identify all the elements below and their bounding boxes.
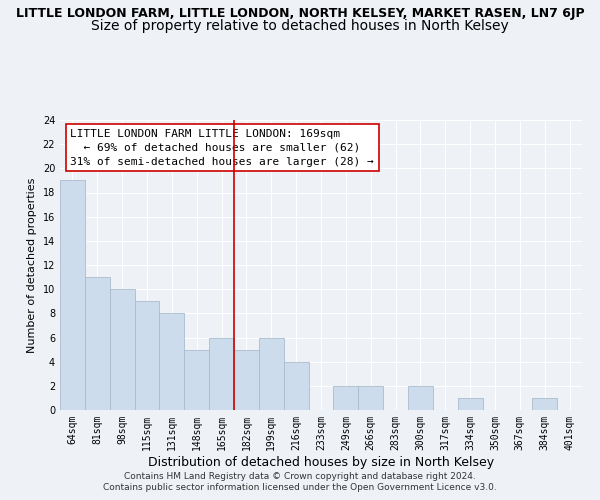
- Text: LITTLE LONDON FARM LITTLE LONDON: 169sqm
  ← 69% of detached houses are smaller : LITTLE LONDON FARM LITTLE LONDON: 169sqm…: [70, 128, 374, 166]
- Bar: [408, 386, 433, 410]
- Text: Size of property relative to detached houses in North Kelsey: Size of property relative to detached ho…: [91, 19, 509, 33]
- Bar: [458, 398, 482, 410]
- Bar: [284, 362, 308, 410]
- Bar: [334, 386, 358, 410]
- Bar: [134, 301, 160, 410]
- Text: Contains HM Land Registry data © Crown copyright and database right 2024.
Contai: Contains HM Land Registry data © Crown c…: [103, 472, 497, 492]
- Bar: [259, 338, 284, 410]
- Bar: [184, 350, 209, 410]
- Bar: [358, 386, 383, 410]
- Text: LITTLE LONDON FARM, LITTLE LONDON, NORTH KELSEY, MARKET RASEN, LN7 6JP: LITTLE LONDON FARM, LITTLE LONDON, NORTH…: [16, 8, 584, 20]
- Bar: [234, 350, 259, 410]
- X-axis label: Distribution of detached houses by size in North Kelsey: Distribution of detached houses by size …: [148, 456, 494, 468]
- Bar: [60, 180, 85, 410]
- Y-axis label: Number of detached properties: Number of detached properties: [27, 178, 37, 352]
- Bar: [85, 277, 110, 410]
- Bar: [209, 338, 234, 410]
- Bar: [110, 289, 134, 410]
- Bar: [160, 314, 184, 410]
- Bar: [532, 398, 557, 410]
